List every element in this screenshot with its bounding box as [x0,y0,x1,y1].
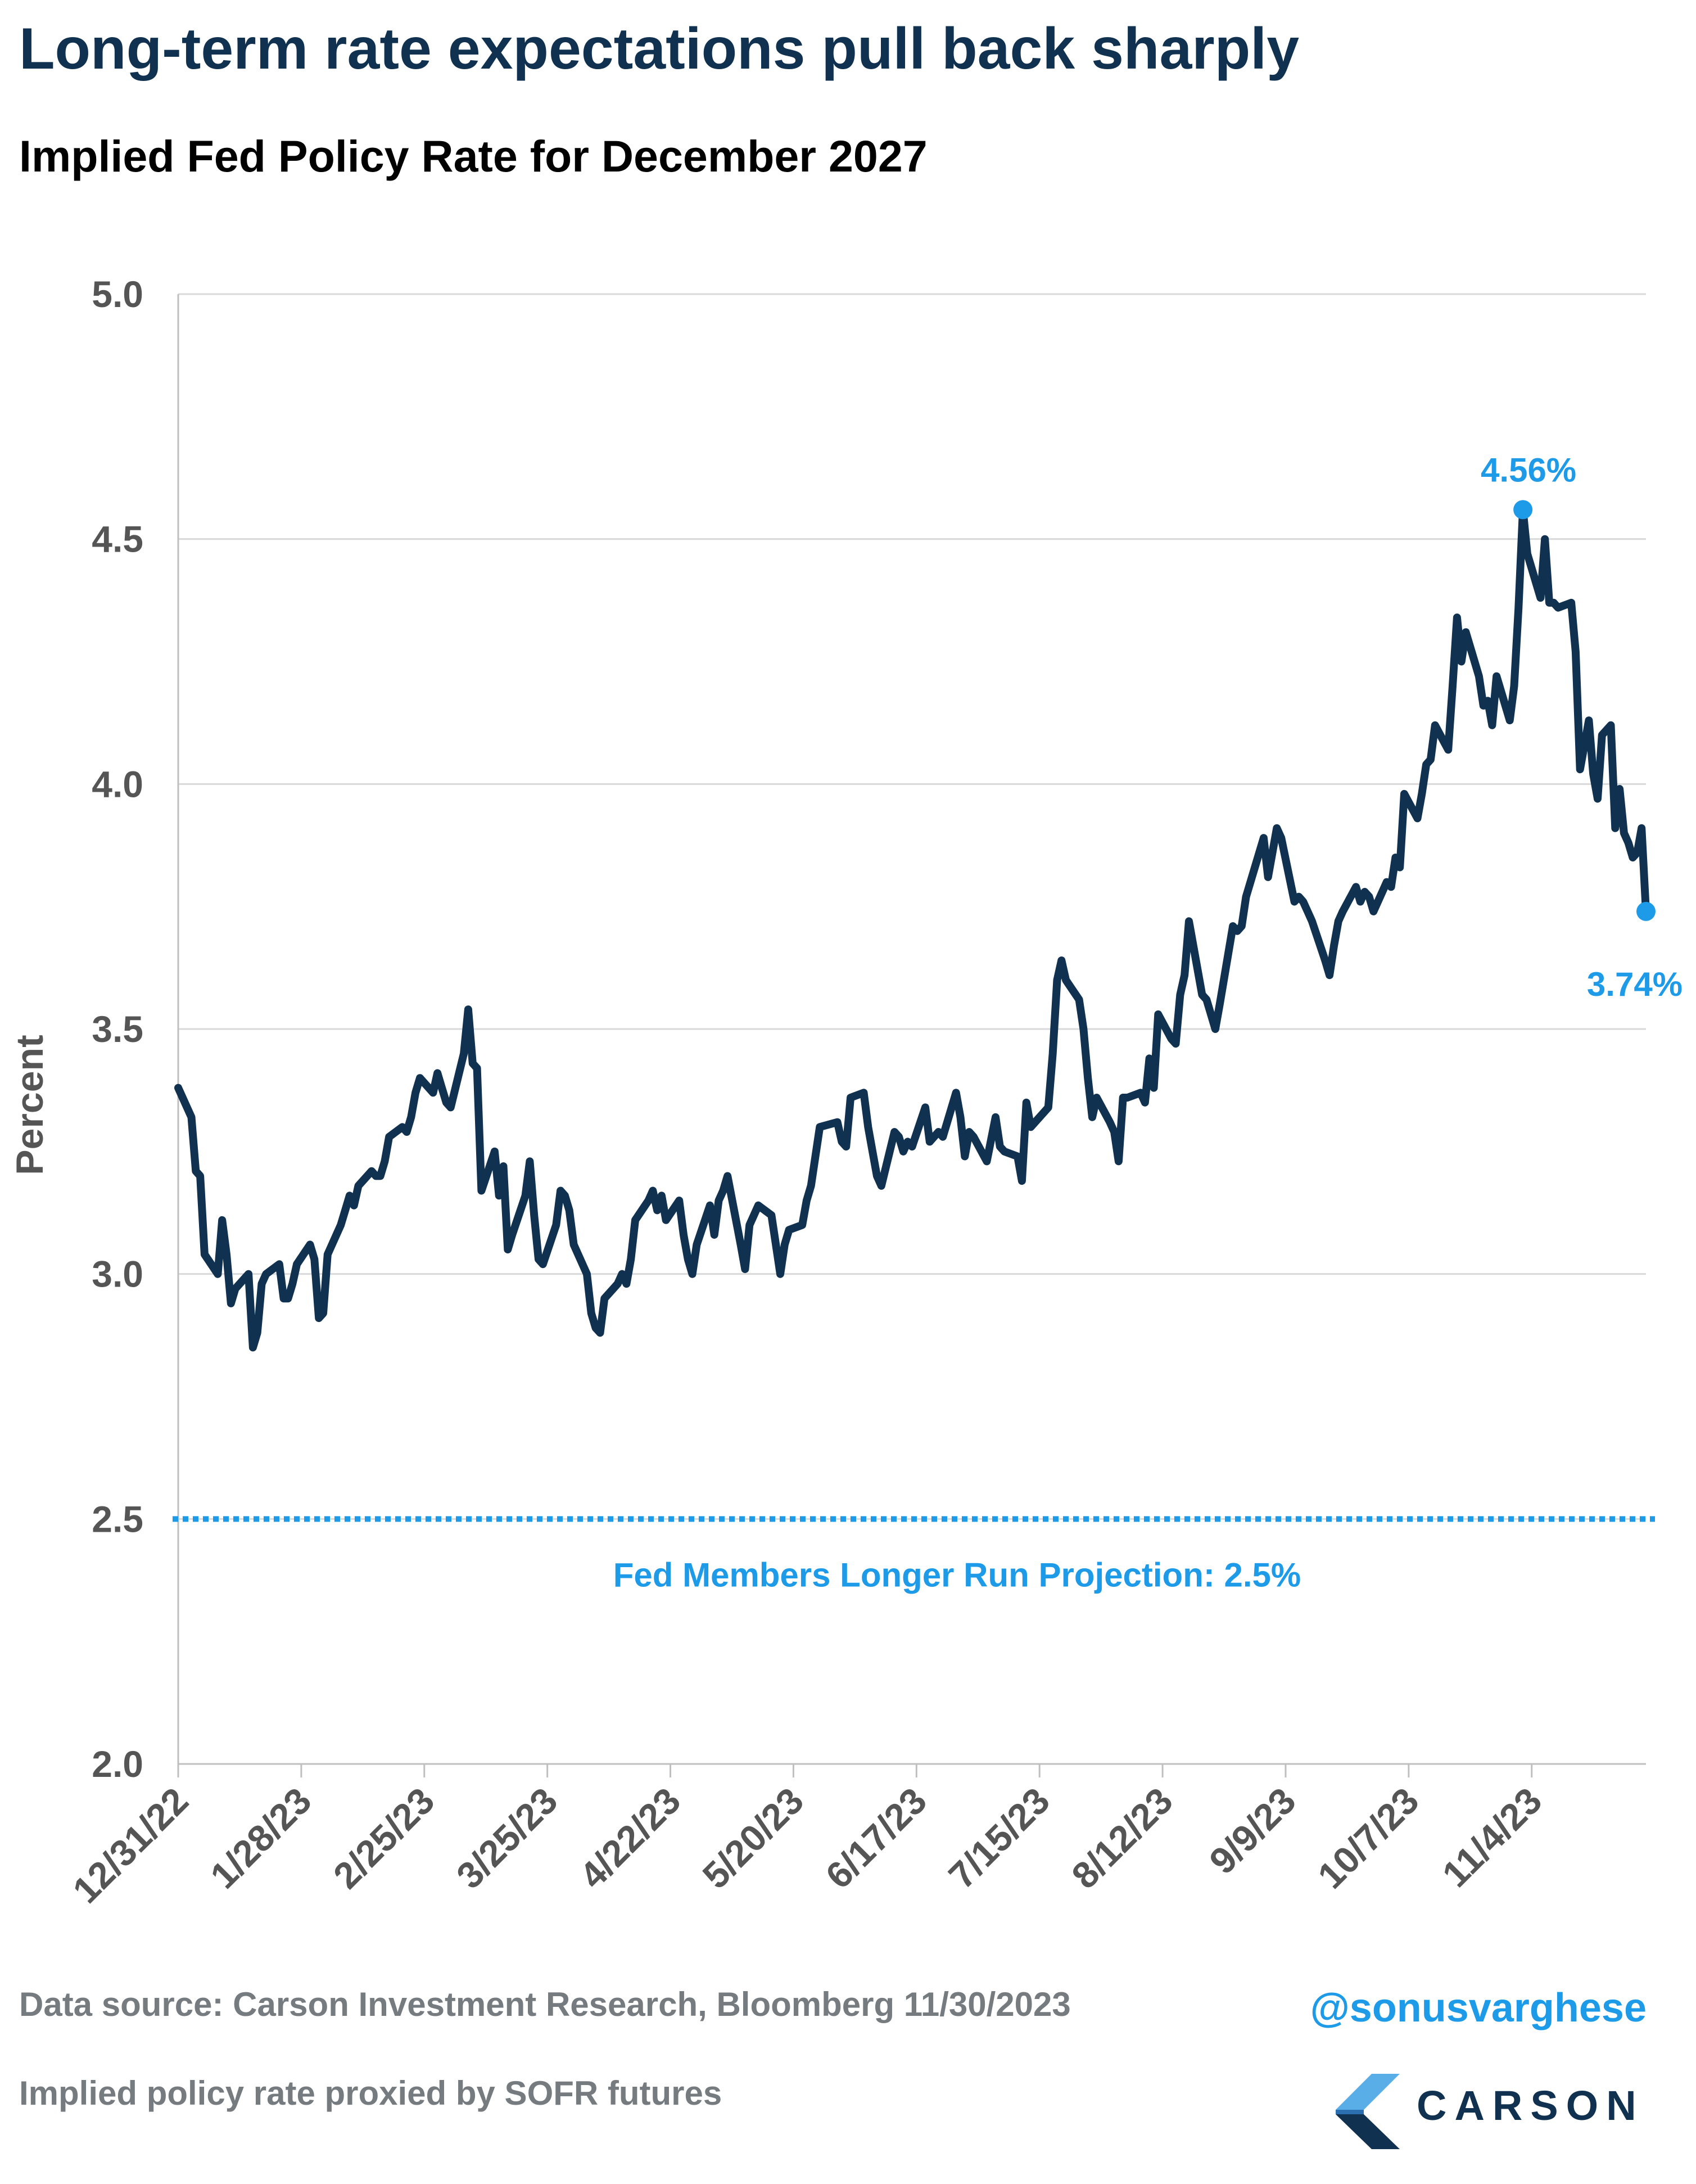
annotation-marker [1636,901,1656,921]
x-tick-label: 6/17/23 [817,1780,934,1897]
y-tick-label: 4.5 [92,518,143,560]
x-tick-label: 2/25/23 [325,1780,442,1897]
annotations: 4.56% 3.74% [1481,451,1683,1003]
author-handle[interactable]: @sonusvarghese [1310,1986,1647,2030]
methodology-note: Implied policy rate proxied by SOFR futu… [19,2074,722,2112]
y-axis-label: Percent [8,1035,51,1175]
series-line [174,506,1650,1352]
y-tick-label: 5.0 [92,273,143,315]
annotation-marker [1513,500,1533,520]
y-tick-label: 4.0 [92,763,143,805]
x-tick-label: 4/22/23 [571,1780,688,1897]
x-tick-label: 1/28/23 [202,1780,319,1897]
y-tick-label: 3.0 [92,1253,143,1295]
carson-logo-mark-icon [1336,2074,1400,2149]
x-tick-label: 11/4/23 [1434,1780,1549,1895]
annotation-label: 3.74% [1587,965,1683,1003]
reference-line-label: Fed Members Longer Run Projection: 2.5% [613,1556,1301,1594]
reference-line-group: Fed Members Longer Run Projection: 2.5% [173,1516,1655,1594]
x-tick-label: 3/25/23 [449,1780,566,1897]
chart-title: Long-term rate expectations pull back sh… [19,16,1300,82]
annotation-label: 4.56% [1481,451,1576,489]
y-tick-label: 2.0 [92,1743,143,1785]
y-tick-label: 3.5 [92,1008,143,1050]
x-tick-label: 10/7/23 [1310,1780,1427,1897]
carson-logo-text: CARSON [1417,2082,1644,2129]
gridlines [178,293,1646,1520]
series-group [174,506,1650,1352]
x-tick-label: 8/12/23 [1064,1780,1181,1897]
x-tick-label: 12/31/22 [65,1780,196,1911]
x-tick-label: 7/15/23 [940,1780,1057,1897]
x-tick-label: 9/9/23 [1201,1780,1304,1882]
data-source-note: Data source: Carson Investment Research,… [19,1986,1071,2023]
x-tick-label: 5/20/23 [694,1780,811,1897]
chart-subtitle: Implied Fed Policy Rate for December 202… [19,131,928,181]
carson-logo: CARSON [1332,2069,1647,2154]
y-tick-label: 2.5 [92,1498,143,1540]
